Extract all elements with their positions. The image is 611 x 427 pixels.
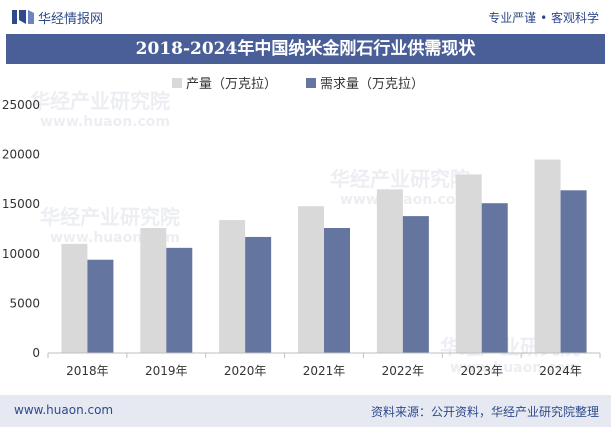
bar-demand-2022 — [402, 216, 429, 353]
bar-demand-2023 — [481, 203, 508, 353]
bar-production-2021 — [298, 206, 324, 353]
brand-name: 华经情报网 — [38, 12, 104, 27]
bar-demand-2018 — [87, 259, 114, 353]
x-axis: 2018年 2019年 2020年 2021年 2022年 2023年 2024年 — [47, 352, 601, 378]
bar-production-2018 — [61, 243, 88, 353]
y-tick-label: 20000 — [2, 148, 40, 162]
tagline: 专业严谨 • 客观科学 — [488, 11, 599, 25]
watermark-text: 华经产业研究院 — [330, 167, 470, 191]
watermark-url: www.huaon.com — [340, 192, 470, 208]
x-tick-label: 2024年 — [539, 364, 582, 378]
x-tick-label: 2020年 — [224, 364, 267, 378]
chart-title: 2018-2024年中国纳米金刚石行业供需现状 — [135, 39, 476, 59]
legend-label-1: 产量（万克拉） — [186, 77, 277, 92]
footer: www.huaon.com 资料来源：公开资料，华经产业研究院整理 — [0, 395, 611, 427]
x-tick-label: 2021年 — [303, 364, 346, 378]
footer-source: 资料来源：公开资料，华经产业研究院整理 — [370, 405, 599, 419]
y-axis: 0 5000 10000 15000 20000 25000 — [2, 98, 40, 360]
bar-group — [61, 159, 587, 353]
bar-production-2024 — [534, 159, 561, 353]
watermark-url: www.huaon.com — [450, 360, 580, 376]
title-bar: 2018-2024年中国纳米金刚石行业供需现状 — [6, 34, 605, 64]
bar-demand-2020 — [245, 236, 272, 353]
y-tick-label: 5000 — [9, 296, 40, 310]
x-tick-label: 2019年 — [145, 364, 188, 378]
bar-production-2020 — [219, 220, 246, 353]
watermark-text: 华经产业研究院 — [40, 205, 180, 229]
y-tick-label: 15000 — [2, 197, 40, 211]
watermark-text: 华经产业研究院 — [30, 89, 170, 113]
bar-demand-2024 — [560, 190, 587, 353]
y-tick-label: 10000 — [2, 247, 40, 261]
bar-demand-2021 — [324, 228, 350, 353]
bar-production-2022 — [376, 189, 403, 353]
bar-demand-2019 — [166, 247, 193, 353]
bar-chart: 华经产业研究院www.huaon.com华经产业研究院www.huaon.com… — [2, 77, 601, 378]
legend-label-2: 需求量（万克拉） — [320, 77, 424, 92]
x-tick-label: 2018年 — [66, 364, 109, 378]
bar-production-2019 — [140, 228, 167, 353]
chart-legend: 产量（万克拉） 需求量（万克拉） — [172, 77, 424, 92]
huajing-logo-icon — [12, 10, 34, 24]
legend-swatch-1 — [172, 78, 182, 88]
y-tick-label: 25000 — [2, 98, 40, 112]
watermark-url: www.huaon.com — [40, 114, 170, 130]
top-bar: 华经情报网 专业严谨 • 客观科学 — [0, 0, 611, 34]
x-tick-label: 2023年 — [460, 364, 503, 378]
legend-swatch-2 — [306, 78, 316, 88]
x-tick-label: 2022年 — [382, 364, 425, 378]
bar-production-2023 — [455, 174, 482, 353]
footer-url: www.huaon.com — [14, 403, 114, 417]
y-tick-label: 0 — [32, 346, 40, 360]
